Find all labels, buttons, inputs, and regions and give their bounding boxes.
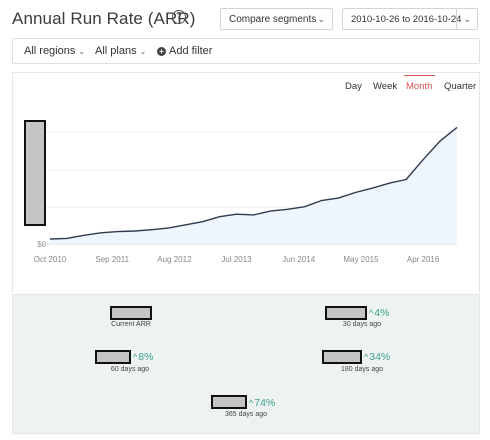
plus-circle-icon: + bbox=[157, 47, 166, 56]
plans-filter[interactable]: All plans ⌄ bbox=[95, 45, 146, 57]
x-tick-label: May 2015 bbox=[343, 255, 379, 264]
caret-up-icon: ^ bbox=[369, 308, 374, 318]
y-tick-label: $0 bbox=[37, 240, 46, 249]
compare-segments-label: Compare segments bbox=[229, 13, 317, 25]
page-title: Annual Run Rate (ARR) bbox=[12, 9, 196, 28]
caret-up-icon: ^ bbox=[364, 352, 369, 362]
x-tick-label: Jun 2014 bbox=[282, 255, 315, 264]
date-range-divider bbox=[456, 9, 457, 29]
stat-change-365d-value: 74% bbox=[254, 397, 276, 409]
stat-change-180d-value: 34% bbox=[369, 351, 391, 363]
regions-filter[interactable]: All regions ⌄ bbox=[24, 45, 85, 57]
filter-bar: All regions ⌄ All plans ⌄ + Add filter bbox=[12, 38, 480, 64]
plans-filter-label: All plans bbox=[95, 45, 137, 57]
stat-change-30d: ^4% bbox=[369, 307, 389, 319]
arr-chart: $0 Oct 2010 Sep 2011 Aug 2012 Jul 2013 Jun 20… bbox=[34, 126, 458, 264]
redacted-30d-value bbox=[325, 306, 367, 320]
add-filter-button[interactable]: + Add filter bbox=[157, 45, 212, 57]
redacted-60d-value bbox=[95, 350, 131, 364]
caret-up-icon: ^ bbox=[249, 398, 254, 408]
chevron-down-icon[interactable]: ⌄ bbox=[463, 14, 471, 24]
x-tick-label: Sep 2011 bbox=[95, 255, 129, 264]
chevron-down-icon: ⌄ bbox=[139, 47, 147, 56]
stat-change-30d-value: 4% bbox=[374, 307, 390, 319]
caret-up-icon: ^ bbox=[133, 352, 138, 362]
stat-label-30d: 30 days ago bbox=[342, 321, 382, 328]
stat-change-365d: ^74% bbox=[249, 397, 275, 409]
stat-change-180d: ^34% bbox=[364, 351, 390, 363]
help-icon[interactable]: ? bbox=[172, 10, 186, 24]
stat-label-current: Current ARR bbox=[111, 321, 151, 328]
x-tick-label: Oct 2010 bbox=[34, 255, 67, 264]
regions-filter-label: All regions bbox=[24, 45, 76, 57]
x-tick-label: Apr 2016 bbox=[407, 255, 440, 264]
tab-quarter[interactable]: Quarter bbox=[444, 81, 477, 92]
stat-change-60d-value: 8% bbox=[138, 351, 154, 363]
active-tab-indicator bbox=[404, 75, 435, 76]
redacted-y-axis-labels bbox=[24, 120, 46, 226]
date-range-picker[interactable]: 2010-10-26 to 2016-10-24 ⌄ bbox=[342, 8, 478, 30]
stat-label-365d: 365 days ago bbox=[224, 411, 268, 418]
series-line bbox=[49, 126, 458, 240]
add-filter-label: Add filter bbox=[169, 45, 213, 57]
chevron-down-icon: ⌄ bbox=[78, 47, 86, 56]
tab-month[interactable]: Month bbox=[406, 81, 433, 92]
redacted-current-arr-value bbox=[110, 306, 152, 320]
x-tick-label: Aug 2012 bbox=[157, 255, 192, 264]
page-header: Annual Run Rate (ARR) ? Compare segments… bbox=[0, 0, 490, 36]
stat-label-60d: 60 days ago bbox=[110, 366, 150, 373]
stat-change-60d: ^8% bbox=[133, 351, 153, 363]
tab-day[interactable]: Day bbox=[345, 81, 362, 92]
chevron-down-icon: ⌄ bbox=[317, 14, 325, 24]
stat-label-180d: 180 days ago bbox=[340, 366, 384, 373]
stats-panel bbox=[12, 294, 480, 434]
redacted-180d-value bbox=[322, 350, 362, 364]
redacted-365d-value bbox=[211, 395, 247, 409]
compare-segments-button[interactable]: Compare segments ⌄ bbox=[220, 8, 333, 30]
tab-week[interactable]: Week bbox=[373, 81, 398, 92]
x-tick-label: Jul 2013 bbox=[221, 255, 252, 264]
series-area bbox=[50, 127, 457, 244]
date-range-value: 2010-10-26 to 2016-10-24 bbox=[351, 13, 462, 25]
